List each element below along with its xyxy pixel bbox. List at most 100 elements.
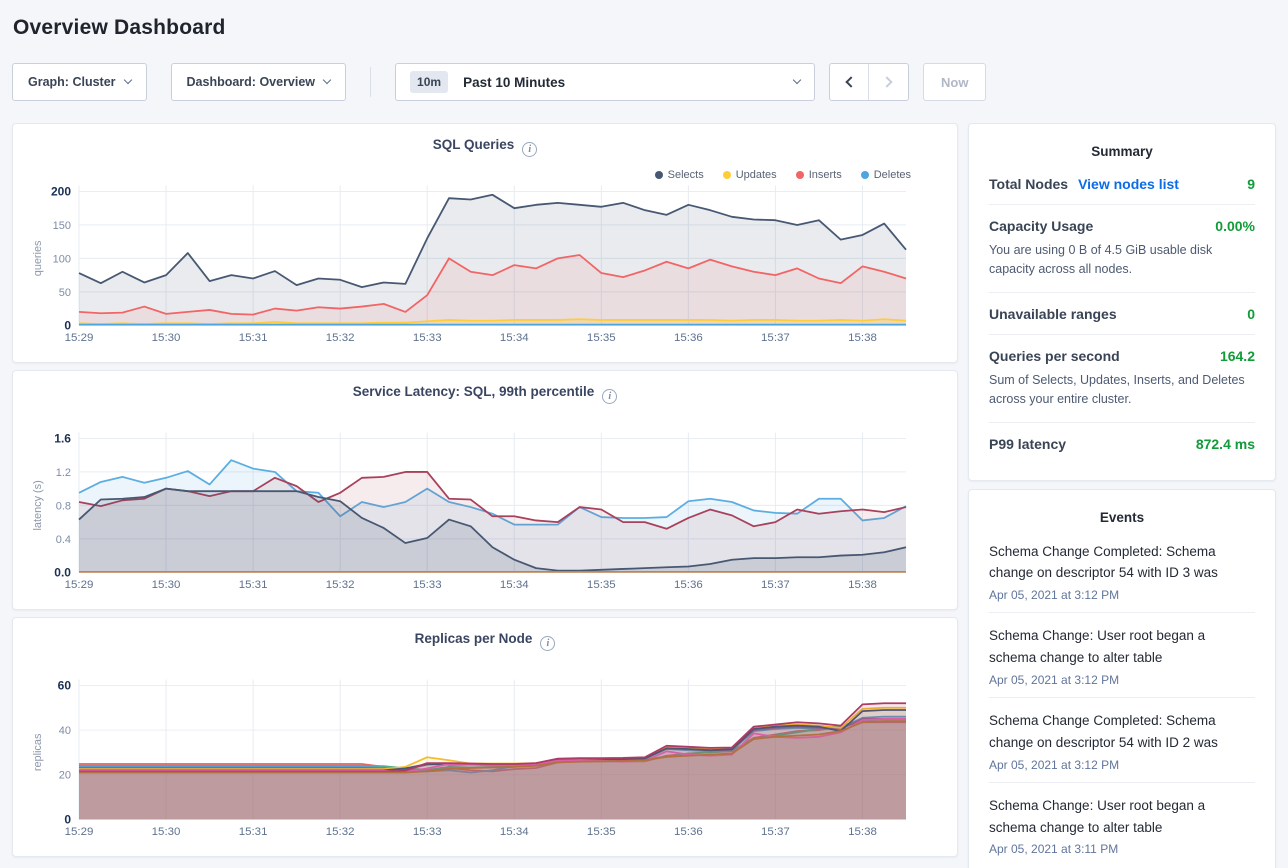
summary-value: 0 — [1247, 305, 1255, 322]
now-button[interactable]: Now — [923, 63, 987, 101]
chevron-down-icon — [322, 75, 332, 85]
dashboard-dropdown[interactable]: Dashboard: Overview — [170, 63, 347, 101]
event-timestamp: Apr 05, 2021 at 3:12 PM — [989, 588, 1120, 603]
svg-text:15:31: 15:31 — [239, 579, 268, 591]
chevron-down-icon — [123, 75, 132, 85]
next-range-button[interactable] — [869, 64, 908, 100]
svg-text:15:35: 15:35 — [587, 826, 616, 838]
svg-text:15:32: 15:32 — [326, 332, 355, 344]
event-timestamp: Apr 05, 2021 at 3:12 PM — [989, 757, 1120, 772]
svg-text:15:33: 15:33 — [413, 332, 442, 344]
legend-item-updates[interactable]: Updates — [722, 169, 777, 181]
summary-rows: Total Nodes View nodes list 9 Capacity Usag… — [989, 163, 1255, 464]
time-nav-group — [829, 63, 910, 101]
svg-text:15:35: 15:35 — [587, 332, 616, 344]
svg-text:15:33: 15:33 — [413, 579, 442, 591]
service-latency-chart[interactable]: 15:29 15:30 15:31 15:32 15:33 15:34 15:35 15:36… — [13, 371, 957, 609]
summary-label: P99 latency — [989, 435, 1067, 452]
sql-queries-legend: Selects Updates Inserts Deletes — [654, 169, 911, 181]
svg-text:15:37: 15:37 — [761, 332, 790, 344]
chart-title: Service Latency: SQL, 99th percentile — [352, 384, 595, 399]
summary-row: Capacity Usage 0.00% You are using 0 B of … — [989, 205, 1255, 293]
replicas-per-node-chart[interactable]: 15:29 15:30 15:31 15:32 15:33 15:34 15:35 15:36… — [13, 618, 957, 856]
svg-text:40: 40 — [59, 725, 71, 737]
svg-text:15:32: 15:32 — [326, 579, 355, 591]
svg-text:queries: queries — [32, 240, 44, 276]
service-latency-panel: Service Latency: SQL, 99th percentile i 1… — [12, 370, 958, 610]
svg-text:15:37: 15:37 — [761, 579, 790, 591]
chart-title: Replicas per Node — [414, 631, 533, 646]
svg-text:15:36: 15:36 — [674, 332, 703, 344]
replicas-per-node-panel: Replicas per Node i 15:29 15:30 15:31 15:32 1… — [12, 617, 958, 857]
sql-queries-chart[interactable]: 15:29 15:30 15:31 15:32 15:33 15:34 15:35 15:36… — [13, 124, 957, 362]
summary-label: Queries per second — [989, 347, 1120, 364]
legend-dot-icon — [795, 171, 804, 179]
event-text: Schema Change Completed: Schema change o… — [989, 543, 1218, 581]
graph-dropdown[interactable]: Graph: Cluster — [12, 63, 147, 101]
svg-text:15:33: 15:33 — [413, 826, 442, 838]
legend-item-inserts[interactable]: Inserts — [795, 169, 842, 181]
svg-text:15:31: 15:31 — [239, 332, 268, 344]
dashboard-dropdown-label: Dashboard: Overview — [186, 75, 316, 89]
toolbar: Graph: Cluster Dashboard: Overview 10m P… — [12, 63, 1276, 101]
arrow-right-icon — [881, 76, 893, 88]
chart-title-row: Service Latency: SQL, 99th percentile i — [13, 384, 957, 404]
summary-header: Summary — [1091, 144, 1153, 159]
toolbar-divider — [370, 67, 372, 97]
event-item: Schema Change: User root began a schema … — [989, 613, 1255, 698]
summary-value: 164.2 — [1219, 347, 1255, 364]
legend-label: Selects — [667, 169, 704, 181]
chart-title-row: Replicas per Node i — [13, 631, 957, 651]
info-icon[interactable]: i — [540, 636, 556, 651]
legend-label: Updates — [735, 169, 777, 181]
summary-value: 872.4 ms — [1195, 435, 1255, 452]
summary-panel: Summary Total Nodes View nodes list 9 Capac… — [968, 123, 1276, 481]
chart-title: SQL Queries — [432, 137, 515, 152]
svg-text:15:37: 15:37 — [761, 826, 790, 838]
info-icon[interactable]: i — [522, 142, 538, 157]
summary-label: Total Nodes — [989, 176, 1069, 192]
event-list: Schema Change Completed: Schema change o… — [989, 529, 1255, 867]
svg-text:1.2: 1.2 — [56, 467, 71, 479]
time-range-picker[interactable]: 10m Past 10 Minutes — [395, 63, 816, 101]
previous-range-button[interactable] — [830, 64, 870, 100]
chevron-down-icon — [792, 75, 802, 85]
main-content: SQL Queries i Selects Updates Inserts Delete… — [12, 123, 1276, 868]
svg-text:100: 100 — [53, 253, 71, 265]
svg-text:15:29: 15:29 — [65, 579, 94, 591]
event-item: Schema Change: User root began a schema … — [989, 783, 1255, 867]
svg-text:50: 50 — [59, 287, 71, 299]
graph-dropdown-label: Graph: Cluster — [28, 75, 116, 89]
svg-text:15:31: 15:31 — [239, 826, 268, 838]
summary-row: Unavailable ranges 0 — [989, 293, 1255, 335]
summary-row: Queries per second 164.2 Sum of Selects, U… — [989, 335, 1255, 423]
view-nodes-list-link[interactable]: View nodes list — [1078, 176, 1179, 192]
summary-description: Sum of Selects, Updates, Inserts, and De… — [989, 372, 1245, 407]
info-icon[interactable]: i — [602, 389, 618, 404]
summary-label: Capacity Usage — [989, 218, 1094, 234]
svg-text:15:30: 15:30 — [152, 826, 181, 838]
page-title: Overview Dashboard — [13, 16, 226, 39]
svg-text:0: 0 — [64, 812, 71, 826]
events-header: Events — [1099, 509, 1145, 525]
summary-row: P99 latency 872.4 ms — [989, 423, 1255, 464]
charts-column: SQL Queries i Selects Updates Inserts Delete… — [12, 123, 958, 857]
svg-text:latency (s): latency (s) — [32, 480, 44, 530]
event-timestamp: Apr 05, 2021 at 3:12 PM — [989, 672, 1120, 687]
legend-dot-icon — [654, 171, 663, 179]
svg-text:60: 60 — [58, 678, 72, 692]
legend-dot-icon — [722, 171, 731, 179]
event-timestamp: Apr 05, 2021 at 3:11 PM — [989, 842, 1119, 857]
svg-text:0.4: 0.4 — [56, 534, 71, 546]
event-text: Schema Change: User root began a schema … — [989, 628, 1206, 666]
summary-value: 9 — [1247, 176, 1255, 192]
svg-text:15:30: 15:30 — [152, 332, 181, 344]
svg-text:15:38: 15:38 — [848, 826, 877, 838]
event-text: Schema Change Completed: Schema change o… — [989, 712, 1218, 750]
svg-text:15:30: 15:30 — [152, 579, 181, 591]
time-range-label: Past 10 Minutes — [463, 74, 566, 90]
legend-item-selects[interactable]: Selects — [654, 169, 704, 181]
svg-text:15:38: 15:38 — [848, 332, 877, 344]
svg-text:200: 200 — [51, 184, 71, 198]
legend-item-deletes[interactable]: Deletes — [860, 169, 911, 181]
